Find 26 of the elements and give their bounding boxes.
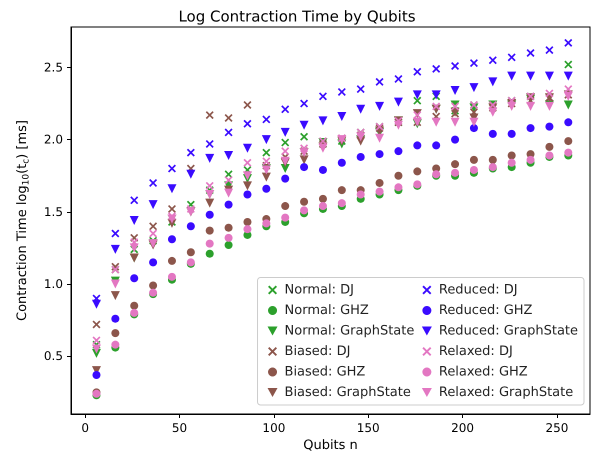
legend-label: Reduced: DJ <box>438 282 518 298</box>
legend-label: Reduced: GraphState <box>438 324 578 338</box>
legend-label: Normal: GHZ <box>284 303 369 318</box>
x-tick-label: 150 <box>356 421 380 435</box>
y-tick-label: 2.0 <box>44 132 63 147</box>
y-tick-label: 0.5 <box>44 349 63 364</box>
legend-label: Normal: DJ <box>284 282 354 298</box>
x-tick-label: 100 <box>262 421 286 435</box>
legend-label: Relaxed: DJ <box>438 344 513 359</box>
y-tick-label: 2.5 <box>44 60 63 74</box>
legend-label: Reduced: GHZ <box>438 303 533 318</box>
x-tick-label: 250 <box>546 421 568 435</box>
y-tick-label: 1.5 <box>44 204 63 219</box>
legend-label: Biased: DJ <box>284 344 350 359</box>
legend-label: Biased: GraphState <box>284 385 411 400</box>
legend-label: Normal: GraphState <box>284 324 414 338</box>
x-tick-label: 50 <box>172 421 188 435</box>
chart-title: Log Contraction Time by Qubits <box>178 8 416 26</box>
legend-label: Biased: GHZ <box>284 364 366 380</box>
x-tick-label: 0 <box>81 421 89 435</box>
legend-label: Relaxed: GHZ <box>438 364 528 380</box>
legend-label: Relaxed: GraphState <box>438 385 574 400</box>
y-tick-label: 1.0 <box>44 277 63 292</box>
y-axis-title: Contraction Time log10(tc) [ms] <box>15 120 32 321</box>
x-tick-label: 200 <box>451 421 474 435</box>
x-axis-title: Qubits n <box>303 438 358 453</box>
